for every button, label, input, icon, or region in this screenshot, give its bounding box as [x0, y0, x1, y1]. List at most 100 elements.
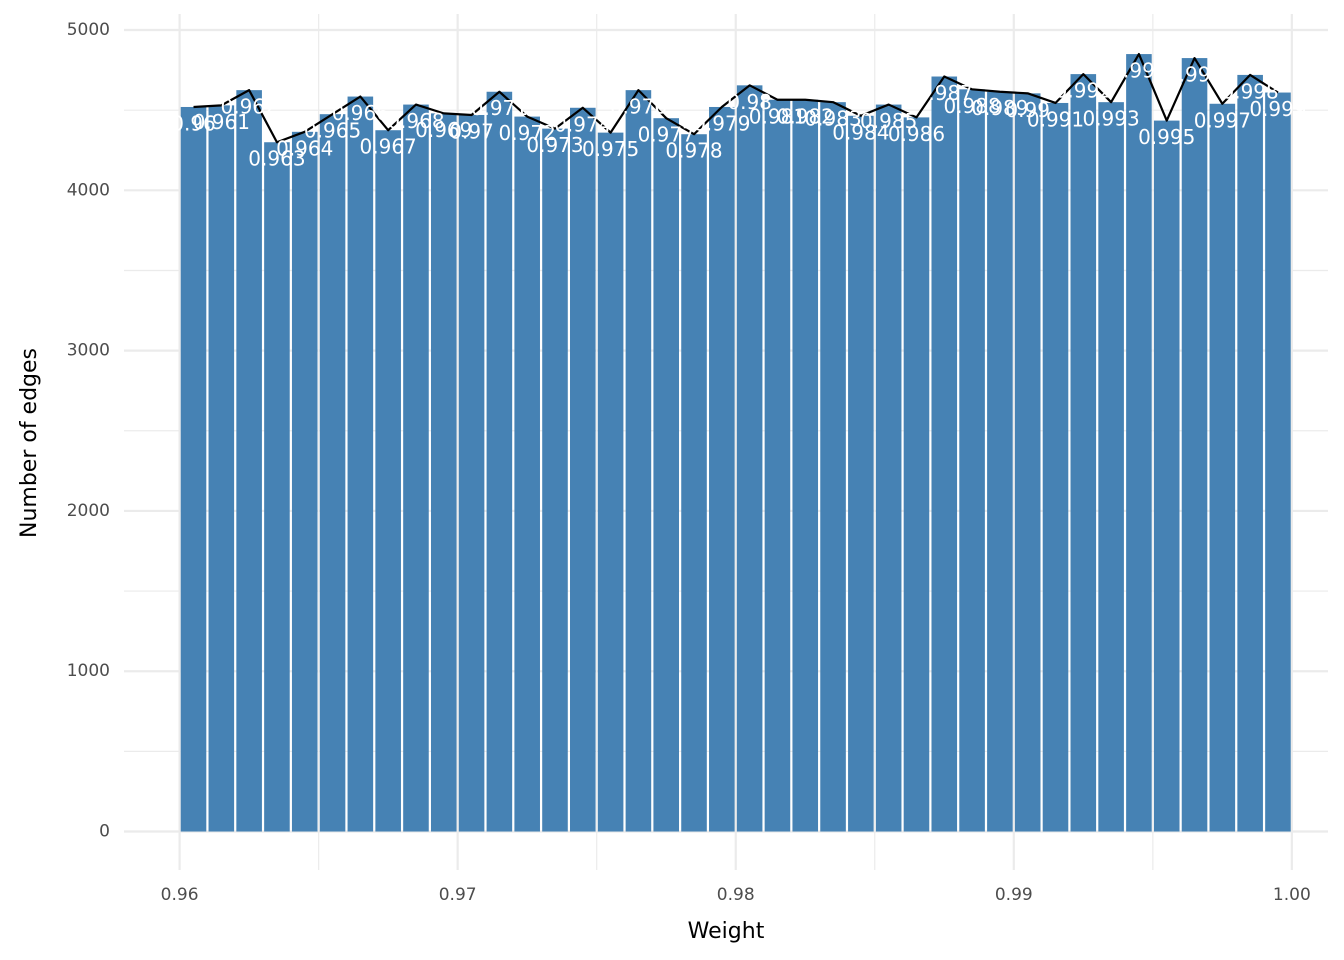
y-axis-ticks: 0 1000 2000 3000 4000 5000: [67, 20, 110, 841]
histogram-bar: [1070, 74, 1097, 832]
bar-label: 0.97: [449, 119, 494, 143]
histogram-bar: [1042, 102, 1069, 832]
histogram-bar: [1098, 102, 1124, 832]
bar-label: 0.996: [1166, 63, 1223, 87]
bar-label: 0.998: [1222, 79, 1279, 103]
bar-label: 0.976: [610, 95, 667, 119]
bar-label: 0.965: [304, 119, 361, 143]
x-tick-label: 0.98: [717, 885, 755, 905]
y-axis-title: Number of edges: [17, 348, 42, 538]
histogram-bar: [430, 113, 457, 832]
bar-label: 0.973: [526, 133, 583, 157]
bar-label: 0.964: [276, 136, 333, 160]
y-tick-label: 2000: [67, 501, 110, 521]
bar-label: 0.975: [582, 137, 639, 161]
bar-label: 0.98: [727, 90, 772, 114]
trend-line-group: [193, 52, 1279, 144]
histogram-bar: [653, 118, 680, 832]
bar-label: 0.977: [638, 123, 695, 147]
bar-label: 0.979: [693, 111, 750, 135]
histogram-bar: [486, 91, 513, 832]
histogram-bar: [848, 115, 874, 832]
bar-label: 0.978: [665, 139, 722, 163]
bar-label: 0.974: [554, 112, 611, 136]
bar-label: 0.994: [1110, 59, 1167, 83]
x-axis-ticks: 0.96 0.97 0.98 0.99 1.00: [161, 885, 1311, 905]
histogram-bar: [1014, 93, 1041, 832]
bar-label: 0.96: [171, 111, 216, 135]
histogram-bar: [1237, 74, 1263, 832]
histogram-bar: [1181, 58, 1208, 832]
histogram-bar: [820, 102, 846, 832]
histogram-bar: [291, 131, 318, 832]
x-tick-label: 1.00: [1273, 885, 1311, 905]
y-tick-label: 4000: [67, 180, 110, 200]
y-tick-label: 3000: [67, 341, 110, 361]
y-tick-label: 1000: [67, 661, 110, 681]
bar-label: 0.967: [360, 135, 417, 159]
histogram-bar: [709, 106, 735, 832]
histogram-bar: [180, 106, 207, 832]
bar-label: 0.997: [1194, 108, 1251, 132]
x-tick-label: 0.99: [995, 885, 1033, 905]
histogram-bar: [597, 132, 624, 832]
bar-label: 0.988: [943, 94, 1000, 118]
x-tick-label: 0.96: [161, 885, 199, 905]
histogram-bar: [959, 89, 985, 832]
histogram-bar: [764, 99, 791, 832]
bar-label: 0.993: [1082, 107, 1139, 131]
histogram-bar: [403, 104, 429, 832]
bar-label: 0.992: [1055, 79, 1112, 103]
bar-label: 0.961: [193, 110, 250, 134]
histogram-bar: [903, 117, 930, 832]
histogram-bar: [375, 130, 401, 832]
histogram-bar: [236, 90, 262, 832]
histogram-bar: [1209, 103, 1236, 832]
histogram-bar: [208, 105, 235, 832]
histogram-bar: [681, 134, 707, 832]
bar-label: 0.987: [916, 81, 973, 105]
bar-label: 0.995: [1138, 125, 1195, 149]
bar-label: 0.986: [888, 122, 945, 146]
trend-line: [193, 52, 1279, 144]
bar-label: 0.983: [804, 107, 861, 131]
histogram-bar: [1153, 120, 1180, 832]
histogram-bar: [736, 85, 763, 832]
bar-label: 0.982: [777, 104, 834, 128]
histogram-bar: [1126, 54, 1152, 832]
histogram-bar: [1265, 92, 1291, 832]
bar-label: 0.985: [860, 109, 917, 133]
bar-label: 0.963: [248, 147, 305, 171]
bar-label: 0.984: [832, 120, 889, 144]
bar-label: 0.969: [415, 118, 472, 142]
bar-label: 0.968: [387, 109, 444, 133]
histogram-bar: [319, 114, 346, 832]
bar-labels-group: 0.960.9610.9620.9630.9640.9650.9660.9670…: [171, 59, 1306, 171]
histogram-bar: [875, 104, 902, 832]
histogram-bar: [792, 99, 819, 832]
histogram-bar: [570, 107, 596, 832]
bar-label: 0.989: [971, 96, 1028, 120]
bar-label: 0.971: [471, 96, 528, 120]
y-tick-label: 5000: [67, 20, 110, 40]
histogram-bar: [264, 142, 290, 832]
bar-label: 0.99: [1005, 98, 1050, 122]
histogram-bar: [542, 128, 568, 832]
histogram-bar: [625, 90, 652, 832]
bar-label: 0.991: [1027, 107, 1084, 131]
bar-label: 0.981: [749, 104, 806, 128]
histogram-bar: [987, 91, 1013, 832]
bar-label: 0.966: [332, 101, 389, 125]
x-axis-title: Weight: [688, 919, 765, 944]
bars-group: [180, 54, 1291, 832]
histogram-bar: [931, 76, 958, 832]
histogram-bar: [458, 114, 485, 832]
bar-label: 0.999: [1249, 97, 1306, 121]
histogram-bar: [514, 116, 540, 832]
histogram-bar: [347, 96, 374, 832]
bar-label: 0.972: [499, 121, 556, 145]
y-tick-label: 0: [99, 822, 110, 842]
x-tick-label: 0.97: [439, 885, 477, 905]
